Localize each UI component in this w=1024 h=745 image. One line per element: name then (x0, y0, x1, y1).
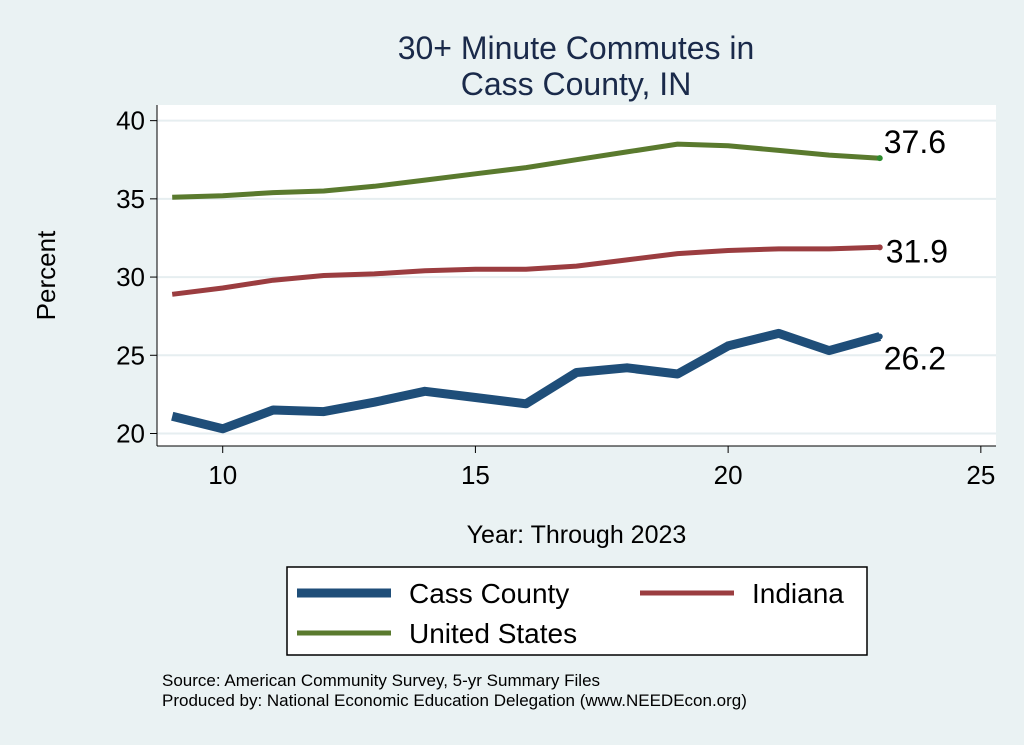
y-tick-label-30: 30 (116, 262, 145, 292)
y-tick-label-35: 35 (116, 184, 145, 214)
legend-label-indiana: Indiana (752, 578, 844, 609)
series-line-indiana (171, 244, 880, 297)
producer-note: Produced by: National Economic Education… (162, 691, 747, 710)
end-point-united-states (876, 155, 883, 162)
end-label-cass-county: 26.2 (884, 341, 946, 377)
legend-label-cass-county: Cass County (409, 578, 569, 609)
end-label-indiana: 31.9 (886, 233, 948, 269)
source-note: Source: American Community Survey, 5-yr … (162, 671, 601, 690)
x-tick-label-20: 20 (714, 460, 743, 490)
end-point-cass-county (876, 333, 883, 340)
chart-title-line-2: Cass County, IN (460, 66, 692, 102)
chart-title-line-1: 30+ Minute Commutes in (397, 30, 755, 66)
y-axis-title: Percent (31, 230, 61, 320)
legend: Cass County Indiana United States (286, 566, 868, 656)
x-tick-label-25: 25 (966, 460, 995, 490)
legend-label-united-states: United States (409, 618, 577, 649)
end-point-indiana (876, 244, 883, 251)
series-line-cass-county (171, 328, 882, 434)
chart-footer: Source: American Community Survey, 5-yr … (162, 671, 747, 711)
x-tick-label-15: 15 (461, 460, 490, 490)
x-tick-label-10: 10 (208, 460, 237, 490)
legend-box (286, 566, 868, 656)
y-tick-label-25: 25 (116, 340, 145, 370)
y-tick-label-40: 40 (116, 106, 145, 136)
chart-title: 30+ Minute Commutes in Cass County, IN (156, 30, 996, 102)
x-axis-title: Year: Through 2023 (467, 521, 687, 549)
end-label-united-states: 37.6 (884, 124, 946, 160)
series-line-united-states (172, 141, 880, 200)
y-tick-label-20: 20 (116, 418, 145, 448)
